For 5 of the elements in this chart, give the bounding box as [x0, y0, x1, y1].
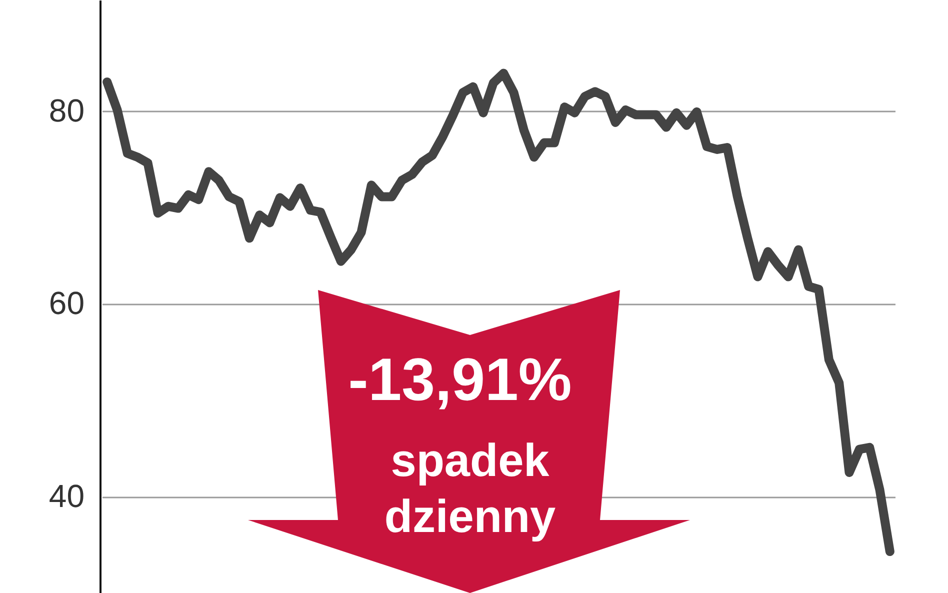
y-tick-label: 80: [48, 92, 84, 128]
y-tick-label: 60: [48, 285, 84, 322]
y-tick-label: 40: [48, 478, 84, 514]
annotation: -13,91%: [347, 346, 573, 413]
annotation: spadek dzienny: [383, 433, 557, 544]
